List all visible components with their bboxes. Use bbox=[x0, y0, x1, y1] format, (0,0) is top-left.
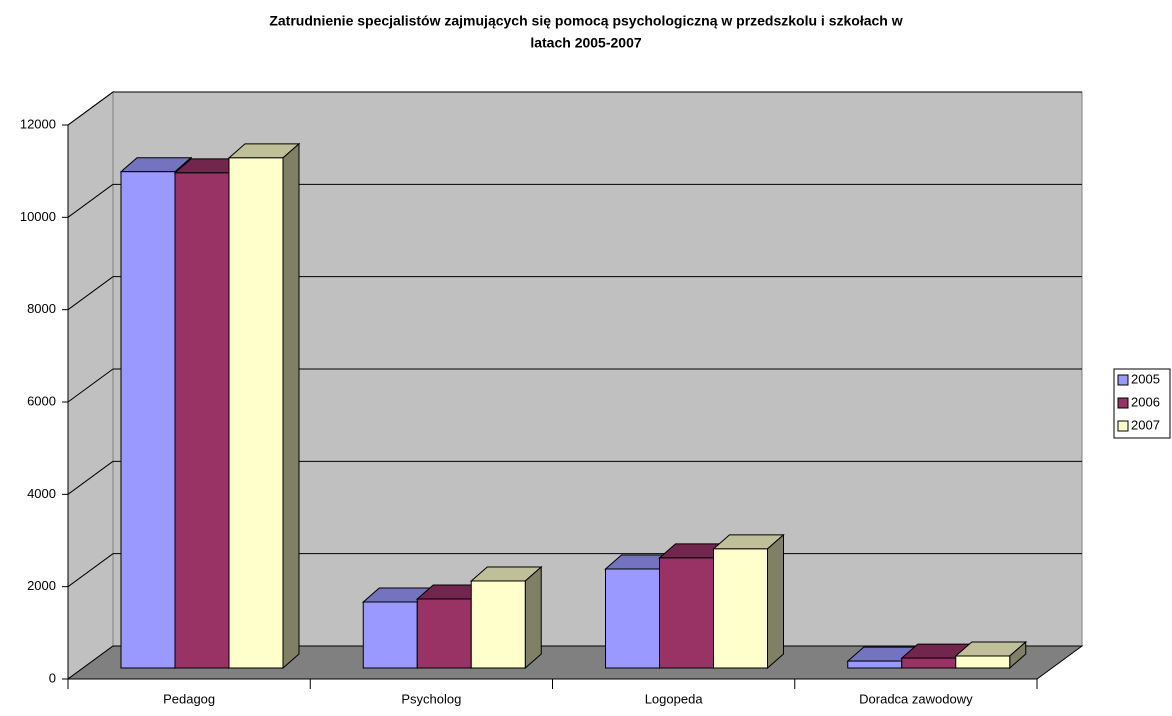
y-tick-label: 8000 bbox=[27, 301, 56, 316]
grid-line bbox=[67, 460, 114, 495]
x-tick-label: Pedagog bbox=[163, 691, 215, 706]
bar-side bbox=[282, 142, 300, 670]
grid-line bbox=[67, 368, 114, 403]
y-tick-label: 4000 bbox=[27, 486, 56, 501]
grid-line bbox=[67, 276, 114, 311]
bar bbox=[605, 568, 660, 669]
y-tick-label: 10000 bbox=[20, 209, 56, 224]
grid-line bbox=[67, 553, 114, 588]
bar-side bbox=[524, 565, 542, 670]
bar bbox=[901, 657, 957, 669]
bar bbox=[416, 598, 472, 669]
bar bbox=[955, 655, 1011, 669]
legend-label: 2007 bbox=[1131, 417, 1160, 432]
legend-swatch bbox=[1117, 397, 1129, 409]
chart-title: Zatrudnienie specjalistów zajmujących si… bbox=[269, 13, 902, 29]
y-tick-label: 0 bbox=[49, 670, 56, 685]
grid-line bbox=[67, 91, 114, 126]
bar bbox=[228, 157, 284, 669]
y-tick-label: 12000 bbox=[20, 116, 56, 131]
x-tick-label: Logopeda bbox=[645, 691, 704, 706]
bar bbox=[174, 172, 230, 669]
y-tick-label: 2000 bbox=[27, 578, 56, 593]
bar bbox=[120, 171, 176, 669]
chart-subtitle: latach 2005-2007 bbox=[530, 35, 642, 51]
grid-line bbox=[67, 183, 114, 218]
bar bbox=[362, 601, 418, 669]
x-tick-label: Psycholog bbox=[401, 691, 461, 706]
bar bbox=[847, 660, 903, 669]
bar bbox=[713, 548, 768, 669]
legend-label: 2006 bbox=[1131, 394, 1160, 409]
legend-swatch bbox=[1117, 420, 1129, 432]
legend-label: 2005 bbox=[1131, 371, 1160, 386]
legend-swatch bbox=[1117, 374, 1129, 386]
bar bbox=[470, 580, 526, 669]
bar bbox=[659, 557, 714, 669]
bar-side bbox=[767, 533, 784, 670]
x-tick-label: Doradca zawodowy bbox=[859, 691, 973, 706]
y-tick-label: 6000 bbox=[27, 393, 56, 408]
